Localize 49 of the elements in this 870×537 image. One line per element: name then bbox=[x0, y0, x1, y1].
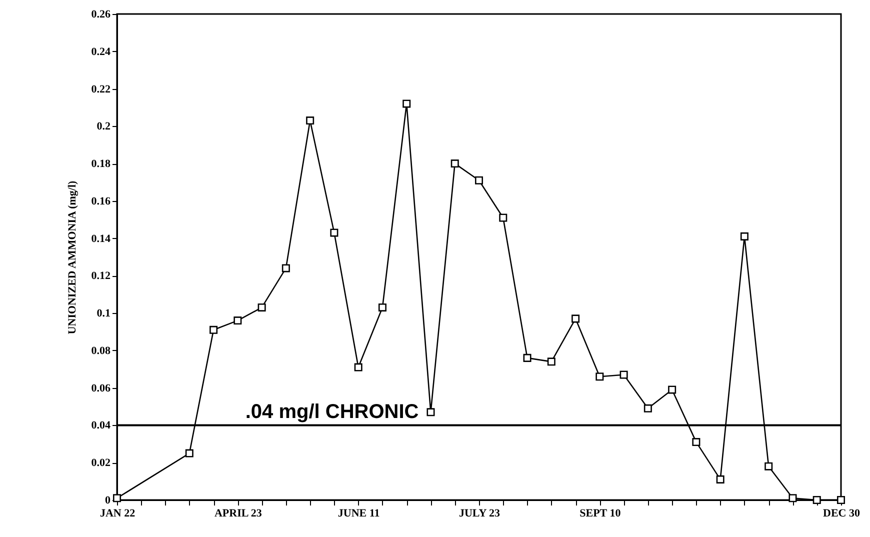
y-tick-label: 0.12 bbox=[91, 270, 111, 282]
point bbox=[402, 100, 411, 108]
point bbox=[450, 160, 459, 168]
y-tick-label: 0.1 bbox=[96, 308, 110, 320]
point bbox=[764, 462, 773, 470]
point bbox=[620, 370, 628, 379]
x-tick-label: JAN 22 bbox=[100, 508, 136, 520]
point bbox=[572, 314, 580, 323]
x-tick-label: SEPT 10 bbox=[580, 508, 622, 520]
y-tick-label: 0.08 bbox=[91, 344, 111, 357]
point bbox=[547, 358, 556, 366]
x-tick-label: JULY 23 bbox=[458, 508, 501, 520]
ref-line-label: .04 mg/l CHRONIC bbox=[245, 401, 419, 424]
point bbox=[668, 386, 676, 394]
point bbox=[185, 449, 194, 458]
point bbox=[499, 214, 508, 222]
x-tick-label: APRIL 23 bbox=[214, 508, 262, 520]
y-tick-label: 0.2 bbox=[96, 120, 111, 133]
y-tick-label: 0.14 bbox=[91, 232, 111, 245]
y-axis-title: UNIONIZED AMMONIA (mg/l) bbox=[66, 180, 78, 334]
point bbox=[258, 303, 266, 312]
y-tick-label: 0.02 bbox=[91, 457, 111, 470]
y-tick-label: 0.26 bbox=[91, 8, 111, 20]
point bbox=[523, 354, 532, 362]
y-tick-label: 0.06 bbox=[91, 382, 111, 394]
y-tick-label: 0.04 bbox=[91, 420, 111, 432]
point bbox=[234, 316, 242, 325]
point bbox=[596, 372, 604, 381]
point bbox=[788, 494, 797, 502]
point bbox=[740, 232, 748, 240]
point bbox=[716, 475, 724, 484]
x-tick-label: DEC 30 bbox=[823, 508, 860, 520]
point bbox=[692, 438, 700, 446]
point bbox=[330, 228, 338, 237]
y-tick-label: 0.24 bbox=[91, 46, 111, 58]
point bbox=[812, 496, 821, 504]
point bbox=[426, 408, 435, 416]
point bbox=[474, 176, 484, 184]
y-tick-label: 0 bbox=[105, 494, 111, 506]
point bbox=[354, 363, 362, 372]
y-tick-label: 0.18 bbox=[91, 158, 111, 170]
point bbox=[644, 404, 652, 412]
x-tick-label: JUNE 11 bbox=[338, 508, 380, 520]
y-tick-label: 0.22 bbox=[91, 83, 111, 96]
point bbox=[282, 264, 290, 272]
y-tick-label: 0.16 bbox=[91, 195, 111, 208]
point bbox=[210, 326, 218, 334]
point bbox=[378, 303, 386, 312]
point bbox=[306, 116, 314, 125]
